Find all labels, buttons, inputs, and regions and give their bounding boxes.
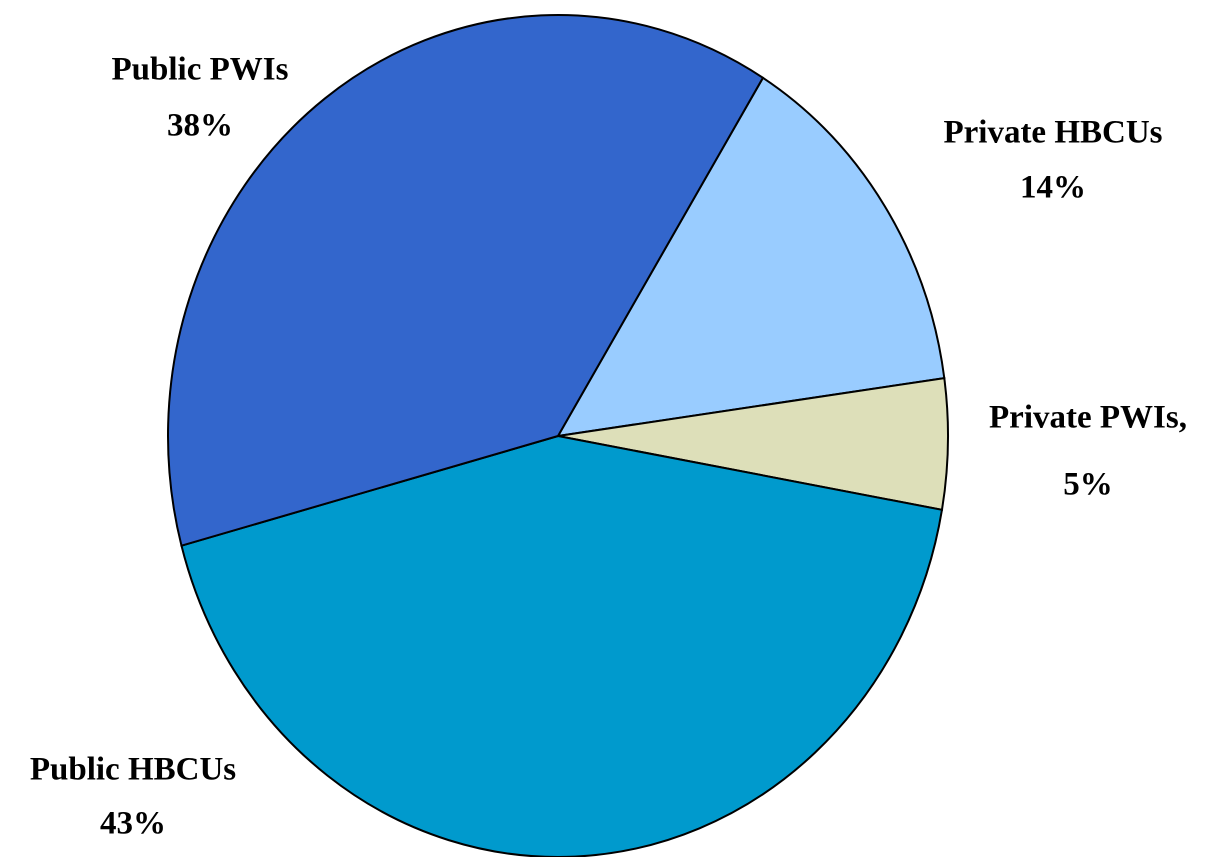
slice-label: Public PWIs — [112, 52, 289, 88]
pie-slice — [556, 76, 946, 438]
slice-value-label: 5% — [1063, 467, 1113, 503]
pie-slice — [167, 14, 765, 547]
slice-label: Public HBCUs — [30, 752, 236, 788]
slice-label: Private HBCUs — [943, 115, 1162, 151]
slice-value-label: 14% — [1020, 170, 1086, 206]
slice-value-label: 43% — [100, 806, 166, 842]
slice-label: Private PWIs, — [989, 400, 1187, 436]
slice-value-label: 38% — [167, 108, 233, 144]
